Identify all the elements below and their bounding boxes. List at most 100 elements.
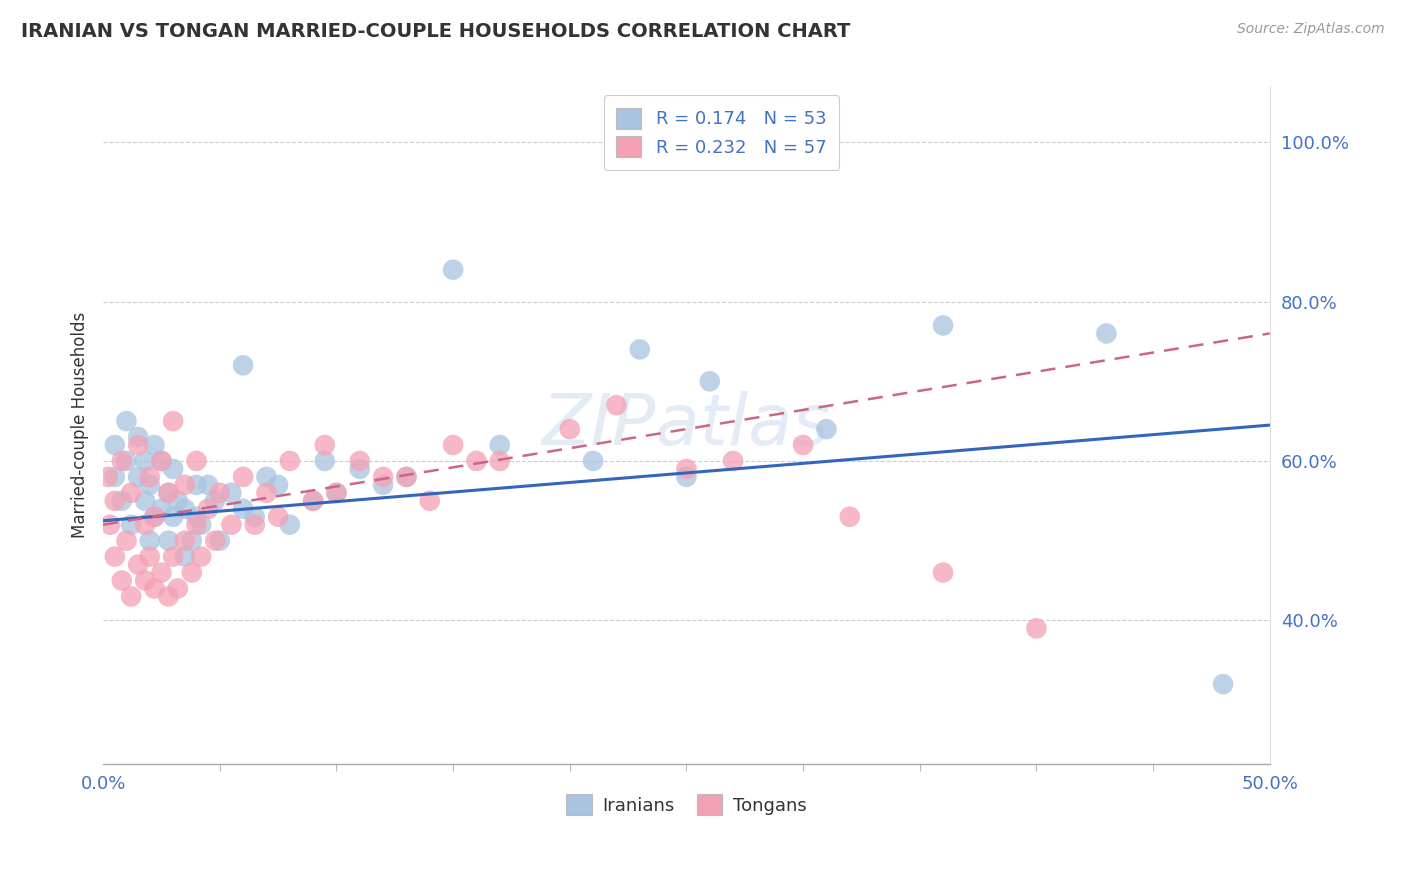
Point bbox=[1095, 326, 1118, 341]
Point bbox=[157, 486, 180, 500]
Point bbox=[173, 533, 195, 548]
Point bbox=[127, 470, 149, 484]
Point bbox=[157, 533, 180, 548]
Y-axis label: Married-couple Households: Married-couple Households bbox=[72, 312, 89, 538]
Point bbox=[143, 509, 166, 524]
Point bbox=[267, 478, 290, 492]
Point bbox=[815, 422, 838, 436]
Point bbox=[104, 438, 127, 452]
Point bbox=[932, 318, 955, 333]
Point bbox=[243, 517, 266, 532]
Point bbox=[197, 478, 219, 492]
Point bbox=[127, 558, 149, 572]
Point bbox=[143, 438, 166, 452]
Point bbox=[111, 493, 134, 508]
Point bbox=[186, 517, 208, 532]
Point bbox=[256, 470, 278, 484]
Point bbox=[325, 486, 347, 500]
Point bbox=[675, 462, 697, 476]
Point bbox=[1212, 677, 1234, 691]
Point bbox=[173, 501, 195, 516]
Point bbox=[104, 549, 127, 564]
Point bbox=[232, 470, 254, 484]
Text: IRANIAN VS TONGAN MARRIED-COUPLE HOUSEHOLDS CORRELATION CHART: IRANIAN VS TONGAN MARRIED-COUPLE HOUSEHO… bbox=[21, 22, 851, 41]
Point bbox=[278, 454, 301, 468]
Point bbox=[582, 454, 605, 468]
Point bbox=[166, 493, 188, 508]
Point bbox=[120, 517, 142, 532]
Point bbox=[143, 509, 166, 524]
Point bbox=[605, 398, 627, 412]
Point bbox=[127, 430, 149, 444]
Point bbox=[104, 470, 127, 484]
Point bbox=[98, 517, 121, 532]
Point bbox=[134, 493, 156, 508]
Point bbox=[134, 454, 156, 468]
Point bbox=[204, 533, 226, 548]
Point bbox=[162, 414, 184, 428]
Point bbox=[150, 454, 173, 468]
Point bbox=[186, 454, 208, 468]
Text: Source: ZipAtlas.com: Source: ZipAtlas.com bbox=[1237, 22, 1385, 37]
Point bbox=[139, 549, 162, 564]
Point bbox=[208, 486, 231, 500]
Point bbox=[256, 486, 278, 500]
Point bbox=[371, 478, 394, 492]
Point bbox=[115, 454, 138, 468]
Point bbox=[186, 478, 208, 492]
Point bbox=[488, 438, 510, 452]
Point bbox=[349, 462, 371, 476]
Point bbox=[173, 478, 195, 492]
Point bbox=[792, 438, 814, 452]
Point bbox=[204, 493, 226, 508]
Point bbox=[180, 566, 202, 580]
Point bbox=[139, 470, 162, 484]
Point bbox=[278, 517, 301, 532]
Point bbox=[675, 470, 697, 484]
Point bbox=[243, 509, 266, 524]
Text: ZIPatlas: ZIPatlas bbox=[541, 391, 831, 459]
Point bbox=[166, 582, 188, 596]
Legend: Iranians, Tongans: Iranians, Tongans bbox=[560, 788, 814, 822]
Point bbox=[314, 438, 336, 452]
Point bbox=[157, 486, 180, 500]
Point bbox=[162, 549, 184, 564]
Point bbox=[150, 566, 173, 580]
Point bbox=[180, 533, 202, 548]
Point bbox=[441, 438, 464, 452]
Point bbox=[134, 517, 156, 532]
Point bbox=[186, 509, 208, 524]
Point bbox=[120, 486, 142, 500]
Point bbox=[150, 501, 173, 516]
Point bbox=[267, 509, 290, 524]
Point bbox=[221, 517, 243, 532]
Point bbox=[139, 533, 162, 548]
Point bbox=[465, 454, 488, 468]
Point bbox=[190, 517, 212, 532]
Point bbox=[232, 359, 254, 373]
Point bbox=[721, 454, 744, 468]
Point bbox=[162, 462, 184, 476]
Point bbox=[197, 501, 219, 516]
Point bbox=[838, 509, 860, 524]
Point bbox=[441, 262, 464, 277]
Point bbox=[150, 454, 173, 468]
Point bbox=[143, 582, 166, 596]
Point bbox=[115, 533, 138, 548]
Point bbox=[134, 574, 156, 588]
Point bbox=[127, 438, 149, 452]
Point bbox=[558, 422, 581, 436]
Point bbox=[221, 486, 243, 500]
Point bbox=[395, 470, 418, 484]
Point bbox=[157, 590, 180, 604]
Point bbox=[932, 566, 955, 580]
Point bbox=[190, 549, 212, 564]
Point bbox=[419, 493, 441, 508]
Point bbox=[173, 549, 195, 564]
Point bbox=[371, 470, 394, 484]
Point bbox=[314, 454, 336, 468]
Point bbox=[1025, 621, 1047, 635]
Point bbox=[395, 470, 418, 484]
Point bbox=[139, 478, 162, 492]
Point bbox=[349, 454, 371, 468]
